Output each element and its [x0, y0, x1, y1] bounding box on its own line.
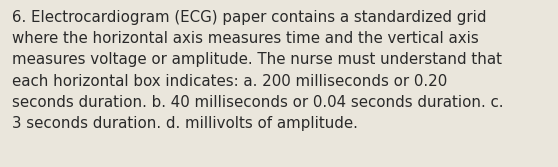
- Text: 6. Electrocardiogram (ECG) paper contains a standardized grid
where the horizont: 6. Electrocardiogram (ECG) paper contain…: [12, 10, 503, 131]
